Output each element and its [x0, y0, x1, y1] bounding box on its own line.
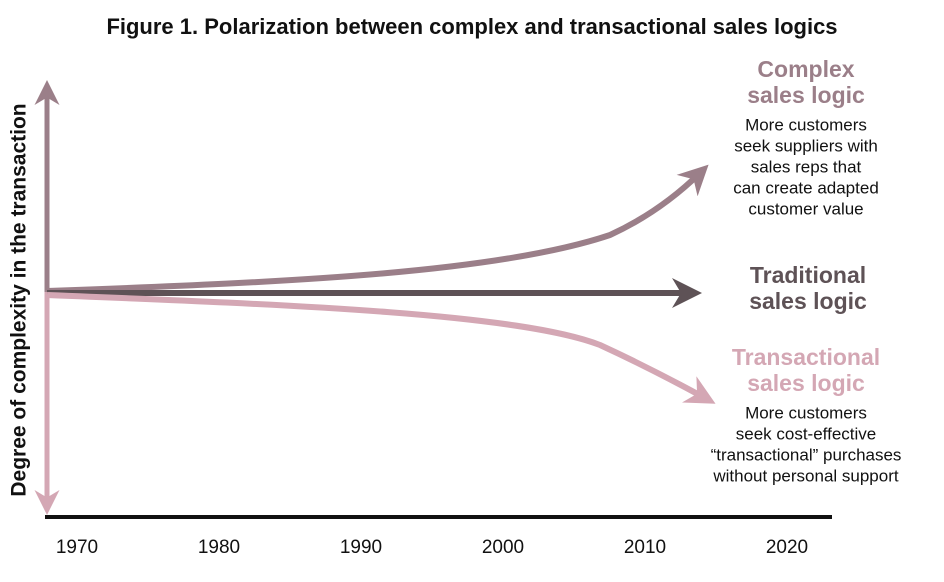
year-label: 2020: [766, 537, 808, 558]
branch-heading: sales logic: [749, 288, 867, 314]
branch-description: seek cost-effective: [736, 424, 876, 443]
branch-description: can create adapted: [733, 178, 879, 197]
branch-description: “transactional” purchases: [711, 445, 902, 464]
y-axis-label: Degree of complexity in the transaction: [8, 103, 31, 496]
branch-description: sales reps that: [751, 157, 862, 176]
year-label: 2010: [624, 537, 666, 558]
year-label: 2000: [482, 537, 524, 558]
branch-heading: sales logic: [747, 82, 865, 108]
branch-description: customer value: [748, 199, 863, 218]
transactional-arrow: [46, 292, 716, 404]
year-label: 1990: [340, 537, 382, 558]
branch-heading: Traditional: [750, 262, 866, 288]
branch-heading: Transactional: [732, 344, 880, 370]
branch-description: More customers: [745, 403, 867, 422]
branch-heading: Complex: [757, 56, 854, 82]
branch-heading: sales logic: [747, 370, 865, 396]
complex-arrow: [46, 164, 709, 294]
title: Figure 1. Polarization between complex a…: [106, 14, 837, 39]
branch-description: seek suppliers with: [734, 136, 878, 155]
branch-description: without personal support: [712, 466, 899, 485]
year-label: 1970: [56, 537, 98, 558]
branch-description: More customers: [745, 115, 867, 134]
year-label: 1980: [198, 537, 240, 558]
